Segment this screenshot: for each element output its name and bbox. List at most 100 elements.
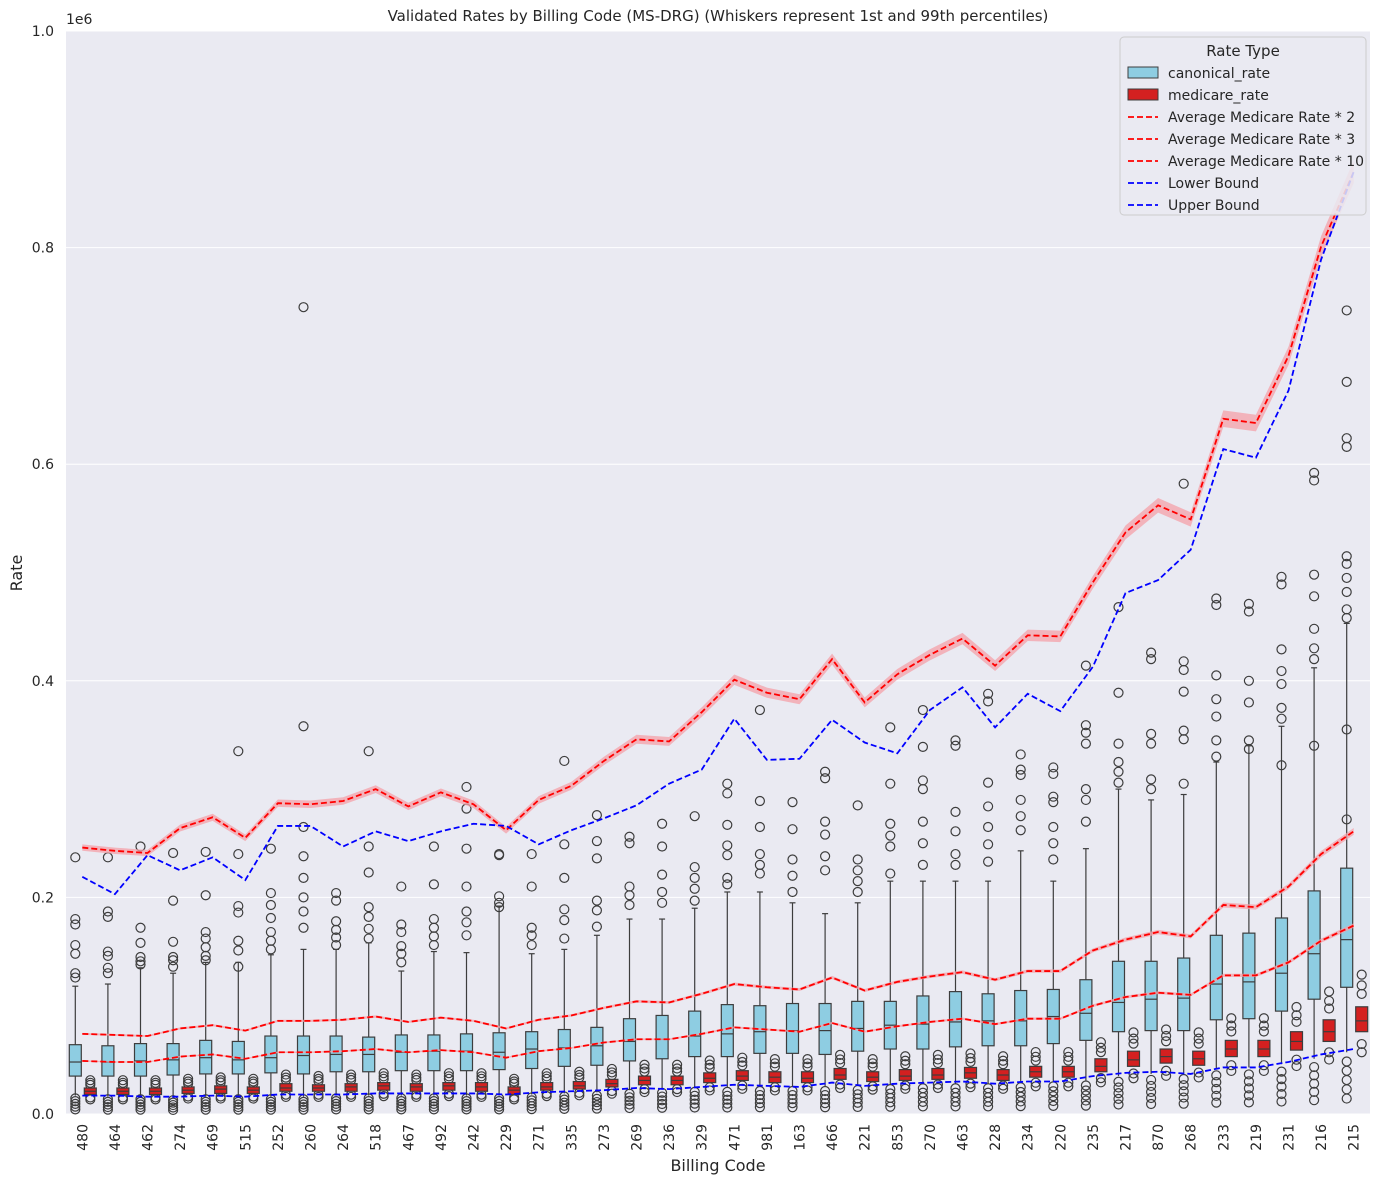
outlier-point: [1145, 1092, 1157, 1104]
outlier-point: [819, 829, 831, 840]
medicare-box: [800, 1071, 815, 1084]
outlier-point: [1095, 1072, 1107, 1084]
outlier-point: [541, 1071, 552, 1082]
outlier-point: [248, 1076, 259, 1087]
outlier-point: [1243, 598, 1255, 610]
outlier-point: [1178, 778, 1189, 789]
outlier-point: [1276, 1088, 1287, 1100]
outlier-point: [1308, 1078, 1320, 1089]
outlier-point: [1048, 1086, 1059, 1097]
legend-item-label: Average Medicare Rate * 2: [1168, 110, 1355, 126]
outlier-point: [1048, 821, 1059, 833]
outlier-point: [1178, 1073, 1189, 1085]
outlier-point: [1211, 599, 1222, 611]
canonical-box: [785, 1002, 800, 1054]
outlier-point: [591, 1100, 603, 1111]
outlier-point: [1308, 467, 1320, 478]
outlier-point: [298, 906, 309, 917]
outlier-point: [1243, 697, 1255, 708]
outlier-point: [135, 1104, 146, 1115]
outlier-point: [298, 892, 309, 903]
outlier-point: [1308, 643, 1320, 654]
outlier-point: [1276, 665, 1287, 677]
outlier-point: [591, 921, 603, 932]
outlier-point: [1080, 794, 1092, 806]
outlier-point: [787, 886, 798, 898]
outlier-point: [494, 891, 505, 902]
x-tick-label: 853: [890, 1124, 906, 1151]
outlier-point: [70, 1096, 81, 1107]
outlier-point: [1048, 1100, 1059, 1111]
y-tick-label: 0.8: [32, 241, 54, 257]
outlier-point: [1211, 735, 1222, 746]
avg-medicare-x10-line: [82, 171, 1355, 854]
outlier-point: [1276, 1096, 1287, 1107]
outlier-point: [526, 939, 537, 951]
outlier-point: [1341, 558, 1352, 569]
outlier-point: [233, 900, 244, 912]
outlier-point: [591, 895, 603, 906]
outlier-point: [917, 838, 929, 849]
outlier-point: [722, 1094, 733, 1105]
outlier-point: [1113, 687, 1124, 698]
outlier-point: [102, 911, 114, 922]
outlier-point: [1308, 1086, 1320, 1098]
outlier-point: [1145, 1074, 1157, 1086]
x-tick-label: 229: [499, 1124, 515, 1151]
outlier-point: [834, 1049, 846, 1060]
outlier-point: [200, 950, 211, 961]
outlier-point: [1113, 1099, 1124, 1110]
x-tick-label: 260: [304, 1124, 320, 1151]
outlier-point: [1211, 1090, 1222, 1101]
outlier-point: [704, 1055, 715, 1066]
outlier-point: [1128, 1038, 1139, 1049]
outlier-point: [378, 1091, 389, 1102]
outlier-point: [200, 1101, 211, 1113]
outlier-point: [265, 899, 276, 911]
x-tick-label: 219: [1249, 1124, 1265, 1151]
outlier-point: [135, 1101, 146, 1113]
outlier-point: [997, 1083, 1009, 1094]
outlier-point: [461, 781, 472, 793]
x-tick-label: 518: [369, 1124, 385, 1151]
outlier-point: [559, 1103, 570, 1114]
outlier-point: [1291, 1060, 1302, 1072]
outlier-point: [997, 1055, 1009, 1066]
canonical-box: [818, 1002, 832, 1056]
outlier-point: [265, 944, 276, 955]
outlier-point: [722, 840, 733, 851]
outlier-point: [1276, 678, 1287, 690]
outlier-point: [1291, 1016, 1302, 1027]
outlier-point: [737, 1056, 748, 1068]
outlier-point: [1080, 1090, 1092, 1101]
outlier-point: [1243, 1076, 1255, 1087]
outlier-point: [363, 1096, 374, 1107]
outlier-point: [102, 1099, 114, 1110]
outlier-point: [1211, 751, 1222, 762]
outlier-point: [1243, 1069, 1255, 1080]
outlier-point: [150, 1077, 161, 1088]
outlier-point: [168, 1097, 179, 1108]
outlier-point: [1063, 1077, 1074, 1088]
outlier-point: [1323, 1054, 1335, 1065]
outlier-point: [1211, 593, 1222, 604]
outlier-point: [168, 1102, 179, 1113]
outlier-point: [1030, 1046, 1041, 1058]
outlier-point: [331, 1101, 342, 1112]
outlier-point: [950, 735, 961, 746]
outlier-point: [428, 1104, 439, 1115]
outlier-point: [1113, 777, 1124, 788]
outlier-point: [885, 830, 896, 841]
medicare-box: [931, 1067, 945, 1080]
outlier-point: [265, 887, 276, 899]
legend-box: [1119, 36, 1367, 216]
x-tick-label: 242: [467, 1124, 483, 1151]
outlier-point: [819, 851, 831, 862]
outlier-point: [852, 876, 863, 887]
outlier-point: [1291, 1054, 1302, 1065]
outlier-point: [834, 1079, 846, 1090]
outlier-point: [1258, 1020, 1270, 1031]
outlier-point: [150, 1075, 161, 1086]
outlier-point: [982, 1096, 994, 1107]
outlier-point: [200, 926, 211, 938]
